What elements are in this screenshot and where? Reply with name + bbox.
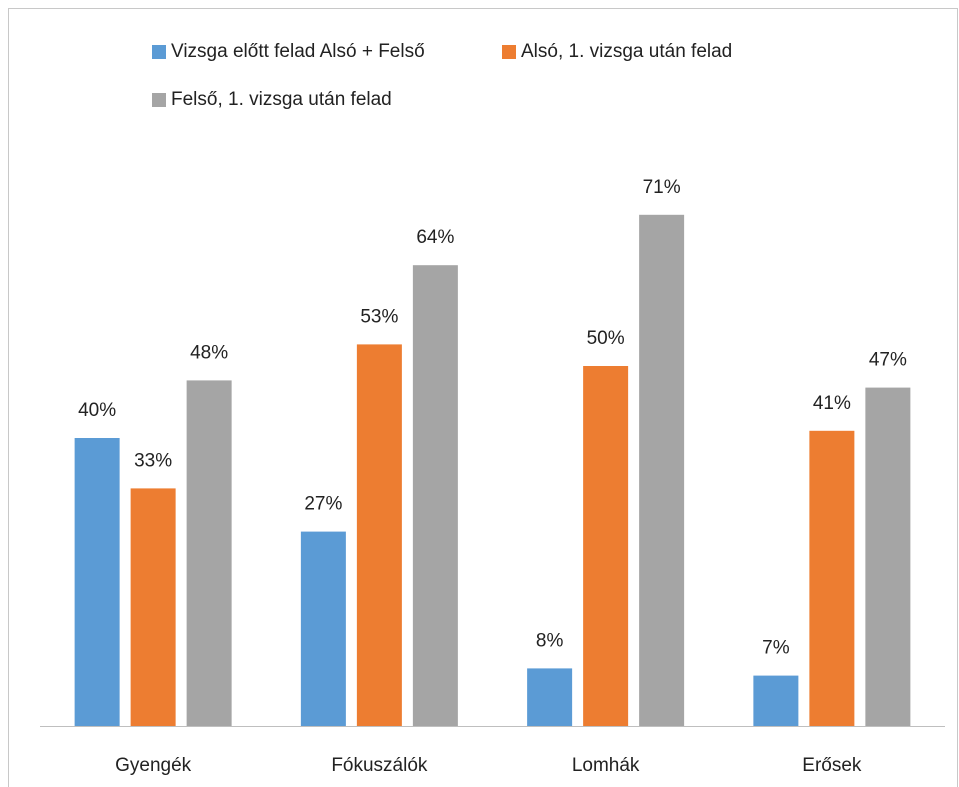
data-label: 40% (78, 400, 116, 421)
bar (300, 531, 346, 726)
data-label: 7% (762, 638, 790, 659)
bar (753, 675, 799, 726)
data-label: 41% (813, 393, 851, 414)
data-label: 64% (416, 227, 454, 248)
data-label: 71% (643, 177, 681, 198)
legend-label: Felső, 1. vizsga után felad (171, 89, 392, 110)
x-tick-label: Erősek (802, 755, 862, 776)
bar (186, 380, 232, 726)
bar (639, 214, 685, 727)
x-tick-label: Lomhák (572, 755, 640, 776)
bar (412, 265, 458, 726)
data-label: 47% (869, 350, 907, 371)
bar (865, 387, 911, 726)
legend-swatch (502, 45, 516, 59)
data-label: 48% (190, 342, 228, 363)
bar (356, 344, 402, 726)
data-label: 33% (134, 450, 172, 471)
legend-swatch (152, 45, 166, 59)
bar (583, 366, 629, 726)
bar (527, 668, 573, 726)
data-label: 53% (360, 306, 398, 327)
legend-label: Vizsga előtt felad Alsó + Felső (171, 41, 425, 62)
bar (809, 430, 855, 726)
legend-label: Alsó, 1. vizsga után felad (521, 41, 732, 62)
data-label: 8% (536, 630, 564, 651)
data-label: 27% (304, 494, 342, 515)
bar (130, 488, 176, 726)
legend-swatch (152, 93, 166, 107)
x-tick-label: Gyengék (115, 755, 192, 776)
x-tick-label: Fókuszálók (331, 755, 428, 776)
data-label: 50% (587, 328, 625, 349)
bar (74, 438, 120, 726)
